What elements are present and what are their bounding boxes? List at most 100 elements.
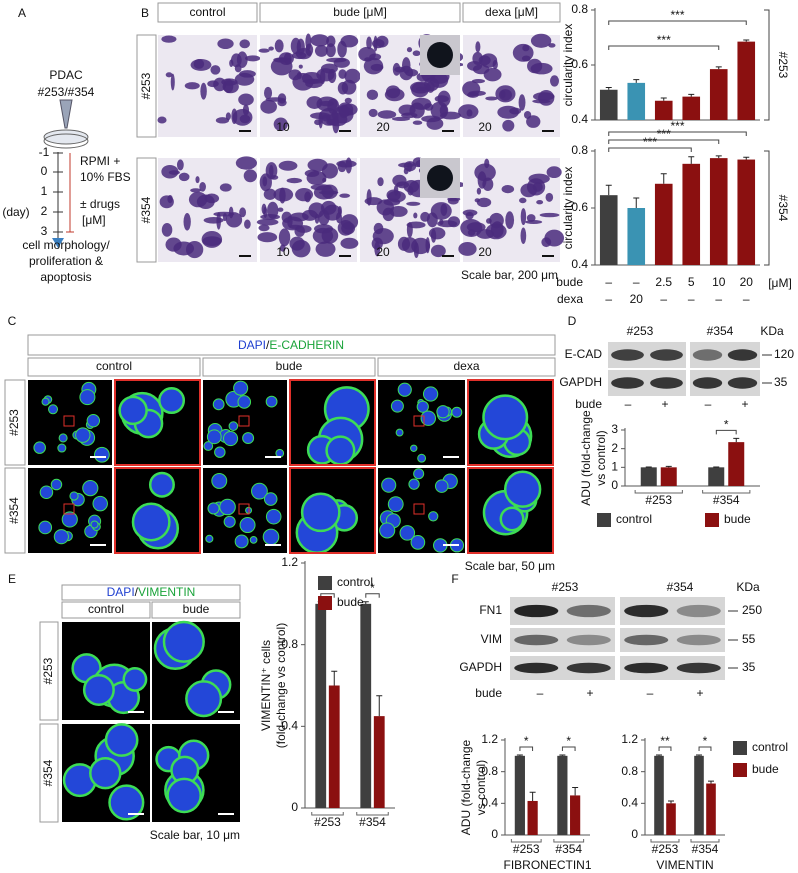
significance: *** — [657, 127, 671, 141]
column-header — [377, 357, 556, 377]
y-tick-label: 0.8 — [621, 764, 638, 778]
treatment-sign: + — [586, 686, 593, 700]
error-bar — [660, 173, 667, 184]
error-bar — [605, 184, 612, 196]
significance-bracket — [658, 746, 672, 752]
cell-cluster — [260, 99, 277, 114]
band — [624, 662, 669, 674]
error-bar — [715, 155, 722, 159]
x-tick-label: #253 — [645, 493, 672, 507]
stain-name: E-CADHERIN — [269, 338, 344, 352]
zoom-frame — [114, 467, 201, 554]
cell-cluster — [520, 208, 527, 226]
stain-title: DAPI/VIMENTIN — [107, 585, 196, 599]
cell-cluster — [238, 93, 254, 106]
cell-cluster — [518, 94, 526, 111]
x-table-cell: – — [743, 292, 750, 306]
micrograph — [378, 380, 465, 465]
cell-cluster — [344, 97, 352, 104]
stain-name: DAPI — [107, 585, 135, 599]
cell-cluster — [536, 200, 544, 205]
bar — [709, 158, 728, 265]
error-bar — [605, 87, 612, 90]
y-tick-label: 0.4 — [571, 257, 588, 271]
cell-cluster — [501, 185, 515, 194]
cell-cluster — [406, 222, 413, 238]
row-header-text: #354 — [139, 196, 153, 223]
legend-swatch — [733, 763, 747, 777]
error-bar — [656, 754, 662, 756]
nucleus — [300, 492, 341, 533]
bar — [599, 195, 618, 265]
significance-bracket — [608, 131, 747, 136]
nucleus — [408, 478, 420, 490]
column-header-text: bude — [183, 602, 210, 616]
y-tick-label: 0.6 — [571, 57, 588, 71]
nucleus — [387, 496, 404, 513]
cell-cluster — [382, 207, 395, 222]
roi-box — [413, 415, 425, 427]
legend-label: control — [752, 740, 788, 754]
cell-cluster — [259, 173, 272, 192]
cell-cluster — [474, 163, 496, 182]
category-bracket — [553, 839, 585, 843]
bar — [627, 82, 646, 120]
size-label: 250 — [742, 603, 762, 617]
panel-letter: D — [568, 314, 577, 328]
cell-cluster — [298, 64, 303, 69]
band — [566, 634, 611, 646]
nucleus — [61, 511, 78, 528]
cell-cluster — [401, 237, 418, 253]
nucleus — [82, 479, 99, 497]
category-bracket — [702, 490, 751, 494]
bar — [557, 755, 568, 835]
nucleus — [275, 448, 285, 458]
panel-letter: C — [8, 314, 17, 328]
y-axis-label: (fold-change vs control) — [274, 623, 288, 748]
side-label: #354 — [776, 195, 790, 222]
y-tick-label: 2 — [611, 441, 618, 455]
nucleus — [79, 389, 96, 406]
roi-box — [238, 503, 250, 515]
cell-cluster — [337, 40, 347, 58]
cell-cluster — [308, 202, 325, 218]
cell-cluster — [201, 231, 223, 248]
cell-cluster — [188, 191, 208, 208]
bar — [527, 800, 538, 835]
column-header-text: control — [88, 602, 124, 616]
y-tick-label: 0.8 — [281, 637, 298, 651]
y-tick-label: 0 — [631, 827, 638, 841]
significance: * — [703, 734, 708, 748]
significance: * — [370, 581, 375, 595]
category-bracket — [356, 812, 389, 816]
y-tick-label: 1.2 — [481, 732, 498, 746]
nucleus — [86, 413, 101, 428]
cell-cluster — [366, 89, 379, 101]
nucleus — [47, 404, 59, 415]
bar — [654, 183, 673, 265]
error-bar — [529, 791, 536, 801]
cell-cluster — [372, 228, 394, 245]
nucleus — [390, 399, 404, 413]
nucleus — [242, 432, 255, 445]
cell-cluster — [244, 219, 251, 229]
nucleus — [417, 453, 427, 463]
nucleus — [94, 446, 110, 463]
nucleus — [104, 723, 139, 757]
cell-cluster — [337, 161, 347, 173]
cell-cluster — [235, 156, 257, 170]
nucleus — [413, 468, 425, 480]
cell-cluster — [335, 212, 343, 224]
pipette — [59, 99, 73, 129]
bar — [694, 755, 704, 835]
error-bar — [668, 800, 674, 804]
x-tick-label: #253 — [513, 842, 540, 856]
cell-cluster — [424, 77, 440, 92]
size-label: 120 — [774, 347, 794, 361]
bar — [315, 603, 327, 808]
bar — [709, 69, 728, 120]
protein-label: GAPDH — [559, 375, 602, 389]
cell-cluster — [509, 107, 522, 115]
medium: RPMI + — [80, 154, 120, 168]
size-label: 35 — [742, 660, 756, 674]
